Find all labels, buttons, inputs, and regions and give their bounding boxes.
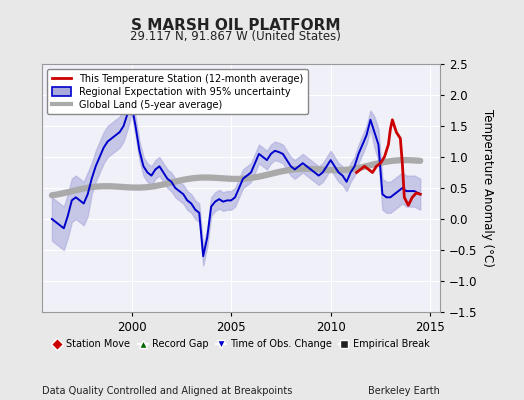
Legend: Station Move, Record Gap, Time of Obs. Change, Empirical Break: Station Move, Record Gap, Time of Obs. C… (49, 335, 433, 353)
Text: Berkeley Earth: Berkeley Earth (368, 386, 440, 396)
Text: S MARSH OIL PLATFORM: S MARSH OIL PLATFORM (131, 18, 341, 33)
Text: Data Quality Controlled and Aligned at Breakpoints: Data Quality Controlled and Aligned at B… (42, 386, 292, 396)
Legend: This Temperature Station (12-month average), Regional Expectation with 95% uncer: This Temperature Station (12-month avera… (47, 69, 308, 114)
Y-axis label: Temperature Anomaly (°C): Temperature Anomaly (°C) (482, 109, 494, 267)
Text: 29.117 N, 91.867 W (United States): 29.117 N, 91.867 W (United States) (130, 30, 341, 43)
